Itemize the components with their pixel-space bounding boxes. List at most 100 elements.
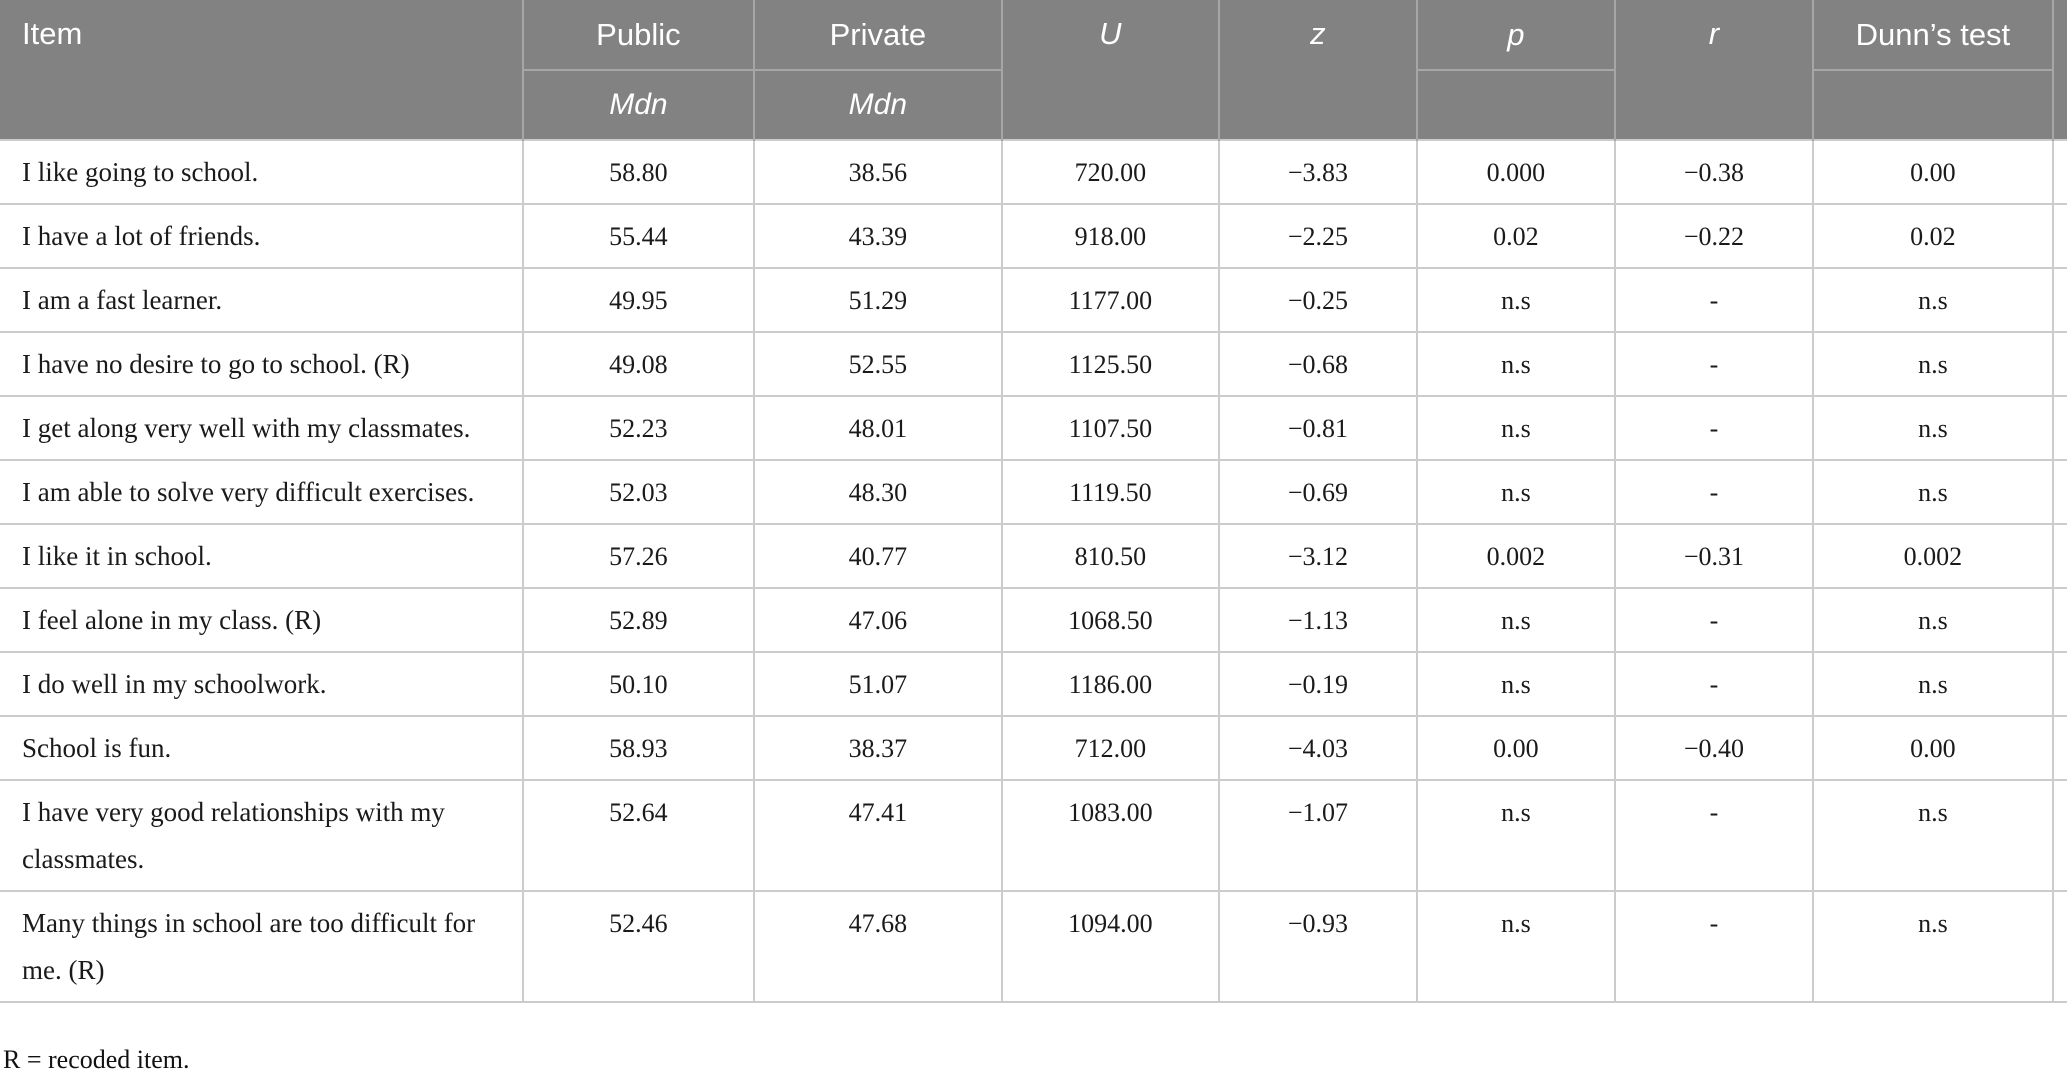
z-cell: −3.83: [1217, 139, 1418, 205]
u-cell: 1068.50: [1000, 587, 1220, 653]
z-cell: −0.69: [1217, 459, 1418, 525]
table-header: Item Public Private U z p r Dunn’s test …: [0, 0, 2067, 140]
item-cell: I have a lot of friends.: [0, 203, 524, 269]
column-header-r: r: [1613, 0, 1814, 140]
public-mdn-cell: 52.46: [521, 890, 755, 1003]
public-mdn-cell: 55.44: [521, 203, 755, 269]
z-cell: −0.68: [1217, 331, 1418, 397]
spacer-cell: [2051, 203, 2067, 269]
r-cell: -: [1613, 267, 1814, 333]
table-row: I like going to school. 58.80 38.56 720.…: [0, 139, 2067, 205]
table-row: I like it in school. 57.26 40.77 810.50 …: [0, 523, 2067, 589]
spacer-cell: [2051, 331, 2067, 397]
private-mdn-cell: 52.55: [752, 331, 1003, 397]
private-mdn-cell: 51.07: [752, 651, 1003, 717]
table-body: I like going to school. 58.80 38.56 720.…: [0, 139, 2067, 1003]
dunn-cell: n.s: [1811, 459, 2054, 525]
table-row: I have very good relationships with my c…: [0, 779, 2067, 892]
u-cell: 1107.50: [1000, 395, 1220, 461]
private-mdn-cell: 38.37: [752, 715, 1003, 781]
p-cell: n.s: [1415, 779, 1616, 892]
public-mdn-cell: 52.89: [521, 587, 755, 653]
p-cell: 0.002: [1415, 523, 1616, 589]
r-cell: -: [1613, 459, 1814, 525]
r-cell: -: [1613, 331, 1814, 397]
r-cell: −0.31: [1613, 523, 1814, 589]
public-mdn-cell: 49.95: [521, 267, 755, 333]
dunn-cell: n.s: [1811, 587, 2054, 653]
u-cell: 712.00: [1000, 715, 1220, 781]
dunn-cell: n.s: [1811, 267, 2054, 333]
spacer-cell: [2051, 587, 2067, 653]
private-mdn-cell: 47.41: [752, 779, 1003, 892]
dunn-cell: 0.002: [1811, 523, 2054, 589]
item-cell: I have very good relationships with my c…: [0, 779, 524, 892]
dunn-cell: n.s: [1811, 651, 2054, 717]
column-header-z: z: [1217, 0, 1418, 140]
z-cell: −0.93: [1217, 890, 1418, 1003]
column-header-item: Item: [0, 0, 524, 140]
spacer-cell: [2051, 890, 2067, 1003]
column-header-private: Private: [752, 0, 1003, 71]
r-cell: −0.40: [1613, 715, 1814, 781]
r-cell: −0.22: [1613, 203, 1814, 269]
spacer-cell: [2051, 395, 2067, 461]
z-cell: −1.07: [1217, 779, 1418, 892]
private-mdn-cell: 48.01: [752, 395, 1003, 461]
item-cell: I like it in school.: [0, 523, 524, 589]
spacer-cell: [2051, 139, 2067, 205]
p-cell: n.s: [1415, 587, 1616, 653]
dunn-cell: 0.02: [1811, 203, 2054, 269]
z-cell: −2.25: [1217, 203, 1418, 269]
column-header-p: p: [1415, 0, 1616, 71]
table-row: I have a lot of friends. 55.44 43.39 918…: [0, 203, 2067, 269]
subheader-dunn-empty: [1811, 70, 2054, 140]
dunn-cell: n.s: [1811, 331, 2054, 397]
spacer-cell: [2051, 715, 2067, 781]
item-cell: I do well in my schoolwork.: [0, 651, 524, 717]
table-row: I have no desire to go to school. (R) 49…: [0, 331, 2067, 397]
r-cell: -: [1613, 395, 1814, 461]
r-cell: -: [1613, 587, 1814, 653]
p-cell: n.s: [1415, 267, 1616, 333]
spacer-cell: [2051, 523, 2067, 589]
column-header-u: U: [1000, 0, 1220, 140]
u-cell: 1094.00: [1000, 890, 1220, 1003]
z-cell: −1.13: [1217, 587, 1418, 653]
item-cell: I get along very well with my classmates…: [0, 395, 524, 461]
u-cell: 720.00: [1000, 139, 1220, 205]
p-cell: n.s: [1415, 331, 1616, 397]
public-mdn-cell: 50.10: [521, 651, 755, 717]
dunn-cell: 0.00: [1811, 715, 2054, 781]
p-cell: n.s: [1415, 890, 1616, 1003]
u-cell: 1083.00: [1000, 779, 1220, 892]
private-mdn-cell: 47.06: [752, 587, 1003, 653]
p-cell: n.s: [1415, 651, 1616, 717]
spacer-cell: [2051, 459, 2067, 525]
z-cell: −3.12: [1217, 523, 1418, 589]
table-footnote: R = recoded item.: [3, 1045, 190, 1074]
item-cell: I feel alone in my class. (R): [0, 587, 524, 653]
p-cell: 0.000: [1415, 139, 1616, 205]
r-cell: -: [1613, 779, 1814, 892]
subheader-public-mdn: Mdn: [521, 70, 755, 140]
item-cell: I am able to solve very difficult exerci…: [0, 459, 524, 525]
u-cell: 1125.50: [1000, 331, 1220, 397]
item-cell: I have no desire to go to school. (R): [0, 331, 524, 397]
z-cell: −0.81: [1217, 395, 1418, 461]
table-row: I do well in my schoolwork. 50.10 51.07 …: [0, 651, 2067, 717]
z-cell: −4.03: [1217, 715, 1418, 781]
dunn-cell: 0.00: [1811, 139, 2054, 205]
p-cell: n.s: [1415, 395, 1616, 461]
p-cell: n.s: [1415, 459, 1616, 525]
item-cell: I like going to school.: [0, 139, 524, 205]
subheader-p-empty: [1415, 70, 1616, 140]
u-cell: 918.00: [1000, 203, 1220, 269]
public-mdn-cell: 52.03: [521, 459, 755, 525]
item-cell: School is fun.: [0, 715, 524, 781]
r-cell: -: [1613, 890, 1814, 1003]
dunn-cell: n.s: [1811, 395, 2054, 461]
u-cell: 810.50: [1000, 523, 1220, 589]
dunn-cell: n.s: [1811, 890, 2054, 1003]
